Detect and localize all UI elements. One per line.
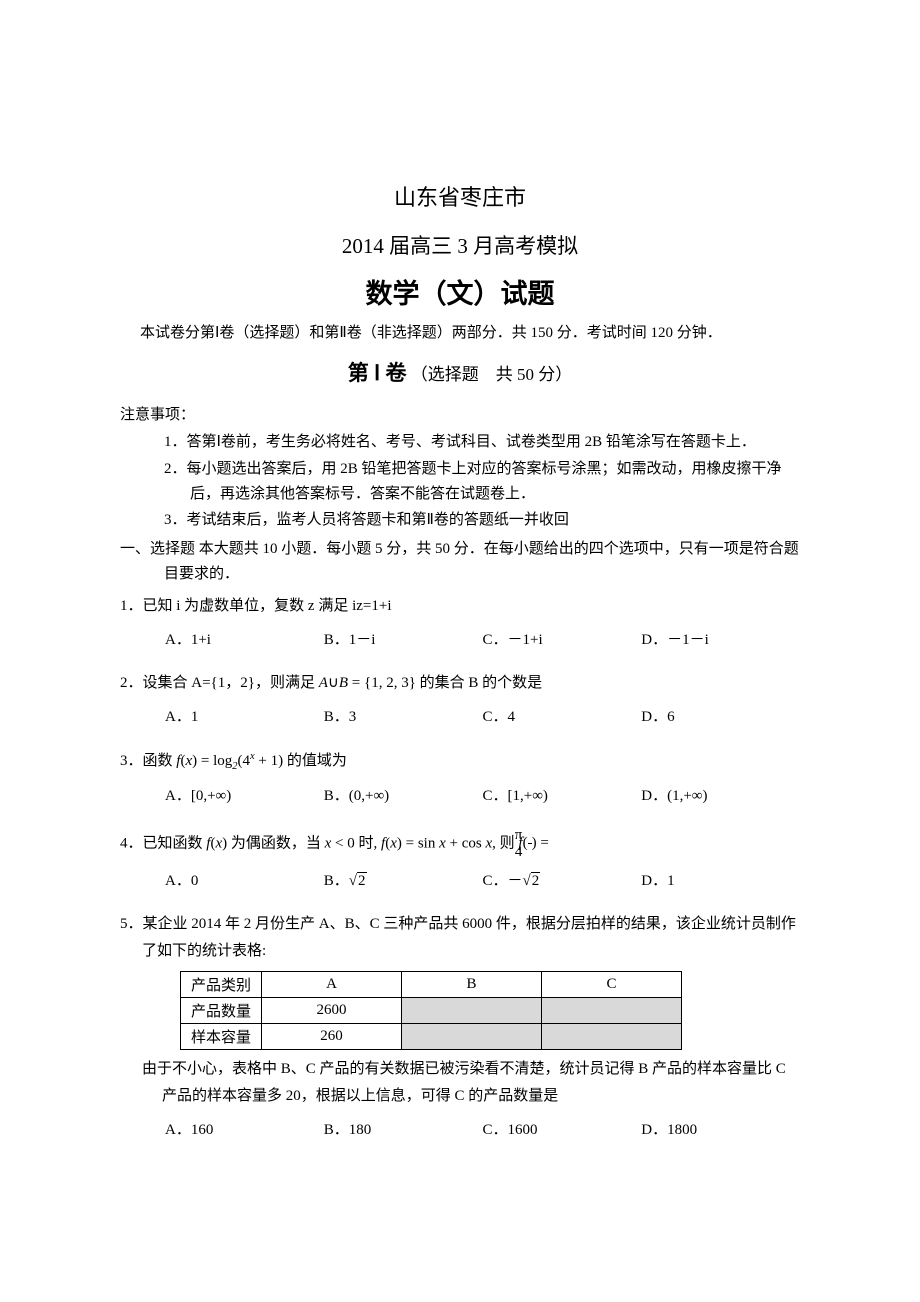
section-small: （选择题 共 50 分） xyxy=(411,365,573,384)
notice-header: 注意事项： xyxy=(120,403,800,424)
q3-opt-b: B．(0,+∞) xyxy=(324,782,483,811)
q5-opt-c: C．1600 xyxy=(483,1116,642,1145)
q3-options: A．[0,+∞) B．(0,+∞) C．[1,+∞) D．(1,+∞) xyxy=(120,782,800,811)
subtitle: 2014 届高三 3 月高考模拟 xyxy=(120,230,800,260)
q4-def: f(x) = sin x + cos x, xyxy=(381,835,500,851)
table-cell: 260 xyxy=(262,1024,402,1050)
q5-options: A．160 B．180 C．1600 D．1800 xyxy=(120,1116,800,1145)
notice-item-3: 3．考试结束后，监考人员将答题卡和第Ⅱ卷的答题纸一并收回 xyxy=(120,508,800,533)
q2-opt-d: D．6 xyxy=(641,703,800,732)
section-title: 第 Ⅰ 卷 （选择题 共 50 分） xyxy=(120,357,800,387)
q2-prefix: 2．设集合 A={1，2}，则满足 xyxy=(120,675,319,691)
exam-intro: 本试卷分第Ⅰ卷（选择题）和第Ⅱ卷（非选择题）两部分．共 150 分．考试时间 1… xyxy=(140,321,800,345)
table-cell: 样本容量 xyxy=(181,1024,262,1050)
exam-title: 数学（文）试题 xyxy=(120,272,800,311)
q3-opt-d: D．(1,+∞) xyxy=(641,782,800,811)
q2-opt-c: C．4 xyxy=(483,703,642,732)
table-cell-empty xyxy=(542,1024,682,1050)
q4-cond: x < 0 xyxy=(325,835,355,851)
location-title: 山东省枣庄市 xyxy=(120,180,800,212)
notice-item-2: 2．每小题选出答案后，用 2B 铅笔把答题卡上对应的答案标号涂黑；如需改动，用橡… xyxy=(120,457,800,507)
q2-opt-a: A．1 xyxy=(165,703,324,732)
q5-opt-d: D．1800 xyxy=(641,1116,800,1145)
table-header-cell: A xyxy=(262,972,402,998)
q3-suffix: 的值域为 xyxy=(287,753,347,769)
q4-opt-a: A．0 xyxy=(165,867,324,896)
table-header-cell: 产品类别 xyxy=(181,972,262,998)
table-header-cell: C xyxy=(542,972,682,998)
q3-stem: 3．函数 f(x) = log2(4x + 1) 的值域为 xyxy=(120,748,800,777)
question-4: 4．已知函数 f(x) 为偶函数，当 x < 0 时, f(x) = sin x… xyxy=(120,827,800,896)
q5-stem: 5．某企业 2014 年 2 月份生产 A、B、C 三种产品共 6000 件，根… xyxy=(120,911,800,965)
table-row: 产品类别 A B C xyxy=(181,972,682,998)
table-cell-empty xyxy=(402,998,542,1024)
q1-opt-b: B．1－i xyxy=(324,626,483,655)
q2-suffix: 的集合 B 的个数是 xyxy=(420,675,543,691)
q4-mid3: 则 xyxy=(500,835,515,851)
q4-opt-c: C．－√2 xyxy=(483,867,642,896)
question-3: 3．函数 f(x) = log2(4x + 1) 的值域为 A．[0,+∞) B… xyxy=(120,748,800,811)
q5-opt-b: B．180 xyxy=(324,1116,483,1145)
table-header-cell: B xyxy=(402,972,542,998)
table-cell-empty xyxy=(402,1024,542,1050)
q1-opt-a: A．1+i xyxy=(165,626,324,655)
q3-func: f(x) = log2(4x + 1) xyxy=(176,753,283,769)
q4-fx: f(x) xyxy=(206,835,227,851)
q2-options: A．1 B．3 C．4 D．6 xyxy=(120,703,800,732)
q4-opt-d: D．1 xyxy=(641,867,800,896)
section-header: 一、选择题 本大题共 10 小题．每小题 5 分，共 50 分．在每小题给出的四… xyxy=(120,537,800,587)
notice-item-1: 1．答第Ⅰ卷前，考生务必将姓名、考号、考试科目、试卷类型用 2B 铅笔涂写在答题… xyxy=(120,430,800,455)
table-row: 产品数量 2600 xyxy=(181,998,682,1024)
q4-options: A．0 B．√2 C．－√2 D．1 xyxy=(120,867,800,896)
q1-opt-d: D．－1－i xyxy=(641,626,800,655)
q2-stem: 2．设集合 A={1，2}，则满足 A∪B = {1, 2, 3} 的集合 B … xyxy=(120,670,800,697)
q1-options: A．1+i B．1－i C．－1+i D．－1－i xyxy=(120,626,800,655)
question-1: 1．已知 i 为虚数单位，复数 z 满足 iz=1+i A．1+i B．1－i … xyxy=(120,593,800,655)
q4-fpi4: f(π4) = xyxy=(518,835,548,851)
table-cell-empty xyxy=(542,998,682,1024)
q4-prefix: 4．已知函数 xyxy=(120,835,206,851)
table-cell: 产品数量 xyxy=(181,998,262,1024)
q2-math: A∪B = {1, 2, 3} xyxy=(319,675,416,691)
q4-mid1: 为偶函数，当 xyxy=(231,835,325,851)
table-cell: 2600 xyxy=(262,998,402,1024)
q1-opt-c: C．－1+i xyxy=(483,626,642,655)
q3-opt-a: A．[0,+∞) xyxy=(165,782,324,811)
q3-prefix: 3．函数 xyxy=(120,753,176,769)
question-5: 5．某企业 2014 年 2 月份生产 A、B、C 三种产品共 6000 件，根… xyxy=(120,911,800,1145)
q5-stem2: 由于不小心，表格中 B、C 产品的有关数据已被污染看不清楚，统计员记得 B 产品… xyxy=(120,1056,800,1110)
q1-stem: 1．已知 i 为虚数单位，复数 z 满足 iz=1+i xyxy=(120,593,800,620)
q4-stem: 4．已知函数 f(x) 为偶函数，当 x < 0 时, f(x) = sin x… xyxy=(120,827,800,861)
q5-table: 产品类别 A B C 产品数量 2600 样本容量 260 xyxy=(180,971,682,1050)
q4-opt-b: B．√2 xyxy=(324,867,483,896)
question-2: 2．设集合 A={1，2}，则满足 A∪B = {1, 2, 3} 的集合 B … xyxy=(120,670,800,732)
q2-opt-b: B．3 xyxy=(324,703,483,732)
section-big: 第 Ⅰ 卷 xyxy=(348,361,407,385)
q5-opt-a: A．160 xyxy=(165,1116,324,1145)
q4-mid2: 时, xyxy=(359,835,382,851)
table-row: 样本容量 260 xyxy=(181,1024,682,1050)
q3-opt-c: C．[1,+∞) xyxy=(483,782,642,811)
